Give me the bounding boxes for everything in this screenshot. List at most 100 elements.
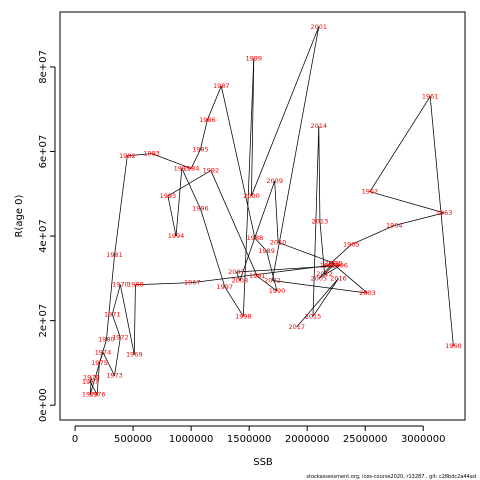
segment-1987-1988 [220, 85, 256, 239]
series-lines [89, 26, 454, 395]
point-label-2013: 2013 [312, 217, 329, 225]
segment-1966-1967 [192, 265, 329, 283]
point-label-1997: 1997 [217, 283, 234, 291]
point-label-1961: 1961 [422, 93, 439, 101]
x-tick-label: 2000000 [285, 434, 330, 445]
y-tick-label: 0e+00 [38, 388, 49, 422]
segment-1997-1998 [224, 286, 244, 317]
point-label-1989: 1989 [258, 247, 275, 255]
plot-frame [59, 11, 466, 421]
segment-1982-1983 [127, 153, 152, 157]
y-tick-label: 2e+07 [38, 304, 49, 338]
point-label-2010: 2010 [270, 238, 287, 246]
point-label-1965: 1965 [343, 241, 360, 249]
point-label-2003: 2003 [359, 289, 376, 297]
segment-1993-1994 [167, 195, 177, 237]
segment-2011-2012 [324, 263, 336, 275]
point-label-2005: 2005 [311, 274, 328, 282]
point-label-1962: 1962 [362, 188, 379, 196]
point-label-2006: 2006 [331, 262, 348, 270]
point-labels: 1960 1961 1962 1963 1964 1965 1966 1967 1968 1969… [82, 23, 462, 399]
y-tick-label: 4e+07 [38, 219, 49, 253]
point-label-1963: 1963 [436, 209, 453, 217]
x-axis: 0 500000 1000000 1500000 2000000 2500000 30000… [72, 425, 446, 445]
segment-2002-2003 [272, 280, 368, 294]
x-tick-label: 3000000 [401, 434, 446, 445]
point-label-1981: 1981 [106, 251, 123, 259]
point-label-2001: 2001 [311, 23, 328, 31]
segment-1971-1972 [111, 314, 121, 338]
footer-note: stockassessment.org, ices-course2020, r1… [306, 474, 476, 480]
segment-2001-2002 [271, 26, 320, 281]
point-label-2002: 2002 [264, 276, 281, 284]
point-label-2004: 2004 [324, 260, 341, 268]
x-tick-label: 2500000 [343, 434, 388, 445]
segment-1979-1980 [89, 339, 107, 395]
point-label-1964: 1964 [386, 222, 403, 230]
segment-1961-1962 [369, 96, 431, 192]
point-label-2016: 2016 [330, 274, 347, 282]
segment-1976-1977 [89, 381, 98, 395]
point-label-1960: 1960 [445, 342, 462, 350]
point-label-1992: 1992 [203, 167, 220, 175]
segment-1985-1986 [200, 119, 208, 150]
point-label-2009: 2009 [266, 177, 283, 185]
segment-1989-1990 [266, 250, 278, 292]
point-label-1978: 1978 [83, 374, 100, 382]
segment-1992-1993 [167, 170, 212, 197]
segment-1981-1982 [114, 155, 128, 256]
segment-1998-1999 [242, 58, 255, 317]
point-label-1987: 1987 [213, 82, 230, 90]
point-label-1976: 1976 [89, 391, 106, 399]
point-label-1983: 1983 [143, 150, 160, 158]
point-label-1985: 1985 [192, 145, 209, 153]
segment-1975-1976 [96, 362, 100, 395]
segment-1969-1970 [119, 284, 135, 355]
segment-2008-2009 [239, 180, 276, 281]
segment-1960-1961 [429, 96, 454, 347]
y-axis: 0e+00 2e+07 4e+07 6e+07 8e+07 [38, 50, 56, 422]
point-label-1966: 1966 [320, 262, 337, 270]
point-label-2008: 2008 [232, 276, 249, 284]
segment-1984-1985 [190, 149, 201, 169]
segment-1995-1996 [181, 168, 201, 209]
x-tick-label: 500000 [114, 434, 152, 445]
x-tick-label: 1000000 [169, 434, 214, 445]
segment-2015-2016 [312, 278, 339, 317]
segment-1970-1971 [111, 284, 121, 315]
point-label-1998: 1998 [235, 312, 252, 320]
point-label-1982: 1982 [119, 152, 136, 160]
point-label-1977: 1977 [82, 378, 99, 386]
point-label-1973: 1973 [106, 372, 123, 380]
point-label-1972: 1972 [112, 334, 129, 342]
segment-2003-2004 [332, 263, 368, 294]
segment-1962-1963 [369, 191, 445, 214]
segment-1963-1964 [394, 212, 445, 226]
segment-2006-2007 [236, 265, 340, 273]
point-label-2011: 2011 [327, 260, 344, 268]
x-axis-title: SSB [253, 457, 273, 468]
point-label-1995: 1995 [174, 164, 191, 172]
point-label-2012: 2012 [316, 270, 333, 278]
point-label-1971: 1971 [104, 310, 121, 318]
point-label-2000: 2000 [243, 192, 260, 200]
point-label-1996: 1996 [192, 205, 209, 213]
x-tick-label: 0 [72, 434, 78, 445]
segment-2009-2010 [274, 181, 279, 243]
point-label-1980: 1980 [98, 336, 115, 344]
segment-1968-1969 [133, 284, 136, 355]
segment-1999-2000 [251, 58, 255, 196]
y-axis-title: R(age 0) [14, 194, 25, 237]
point-label-1968: 1968 [127, 281, 144, 289]
segment-1978-1979 [89, 377, 92, 395]
point-label-1974: 1974 [95, 348, 112, 356]
segment-1986-1987 [207, 85, 222, 120]
segment-1972-1973 [114, 337, 121, 376]
segment-2013-2014 [318, 126, 321, 222]
point-label-1979: 1979 [82, 391, 99, 399]
segment-1973-1974 [102, 352, 115, 376]
point-label-1986: 1986 [199, 116, 216, 124]
point-label-2017: 2017 [288, 323, 305, 331]
